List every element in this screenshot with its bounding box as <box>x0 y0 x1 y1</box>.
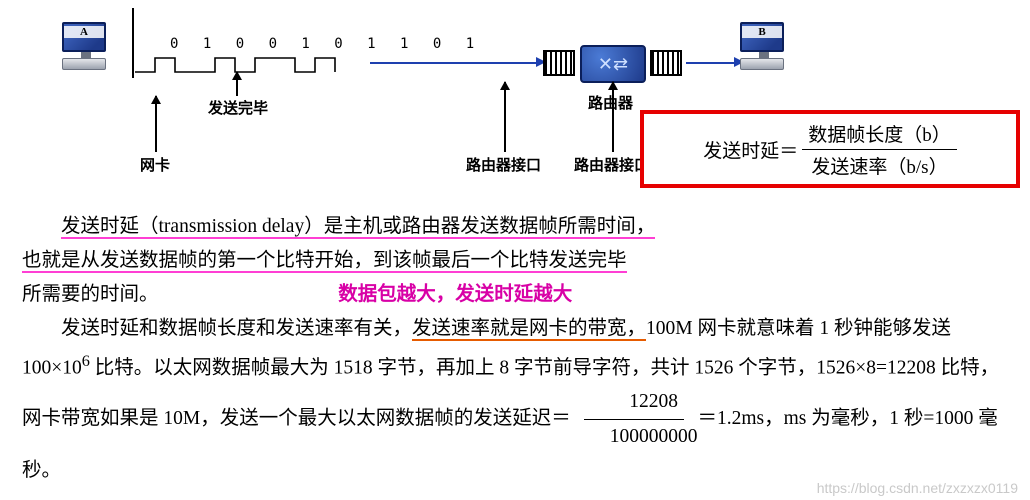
formula-denominator: 发送速率（b/s） <box>811 150 947 179</box>
link-a-to-router <box>370 62 540 64</box>
label-nic: 网卡 <box>140 154 170 175</box>
label-router: 路由器 <box>588 92 633 113</box>
p2-b-sup: 6 <box>82 352 90 370</box>
formula-numerator: 数据帧长度（b） <box>802 120 957 150</box>
host-a: A <box>62 22 110 70</box>
origin-marker <box>132 8 134 78</box>
formula-fraction: 数据帧长度（b） 发送速率（b/s） <box>802 120 957 179</box>
p2-a: 发送时延和数据帧长度和发送速率有关， <box>61 318 412 339</box>
pointer-router-port-r <box>612 82 614 152</box>
watermark: https://blog.csdn.net/zxzxzx0119 <box>817 480 1018 496</box>
host-b: B <box>740 22 788 70</box>
formula-lhs: 发送时延 <box>703 136 779 163</box>
p1-note: 数据包越大，发送时延越大 <box>338 284 572 305</box>
p1-line2: 也就是从发送数据帧的第一个比特开始，到该帧最后一个比特发送完毕 <box>22 250 627 273</box>
calc-fraction: 12208100000000 <box>571 385 698 454</box>
p2-a-orange: 发送速率就是网卡的带宽， <box>412 318 646 341</box>
formula-eq: ＝ <box>779 136 798 163</box>
link-router-to-b <box>686 62 738 64</box>
pointer-nic <box>155 96 157 152</box>
host-a-label: A <box>64 26 104 38</box>
network-diagram: A 0 1 0 0 1 0 1 1 0 1 ✕⇄ B 发送完毕 网卡 路由器接口… <box>0 0 1030 200</box>
router-port-left <box>543 50 575 76</box>
bit-sequence: 0 1 0 0 1 0 1 1 0 1 <box>170 36 482 52</box>
label-send-done: 发送完毕 <box>208 97 268 118</box>
router-port-right <box>650 50 682 76</box>
host-b-label: B <box>742 26 782 38</box>
label-router-port-l: 路由器接口 <box>466 154 541 175</box>
p1-line3-left: 所需要的时间。 <box>22 284 159 305</box>
signal-waveform <box>135 54 375 74</box>
explanation-text: 发送时延（transmission delay）是主机或路由器发送数据帧所需时间… <box>22 210 1008 489</box>
calc-num: 12208 <box>584 385 684 420</box>
pointer-send-done <box>236 72 238 96</box>
formula-transmission-delay: 发送时延 ＝ 数据帧长度（b） 发送速率（b/s） <box>640 110 1020 188</box>
pointer-router-port-l <box>504 82 506 152</box>
router-device: ✕⇄ <box>580 45 646 83</box>
label-router-port-r: 路由器接口 <box>574 154 649 175</box>
calc-den: 100000000 <box>571 420 698 454</box>
p1-line1: 发送时延（transmission delay）是主机或路由器发送数据帧所需时间… <box>61 216 655 239</box>
